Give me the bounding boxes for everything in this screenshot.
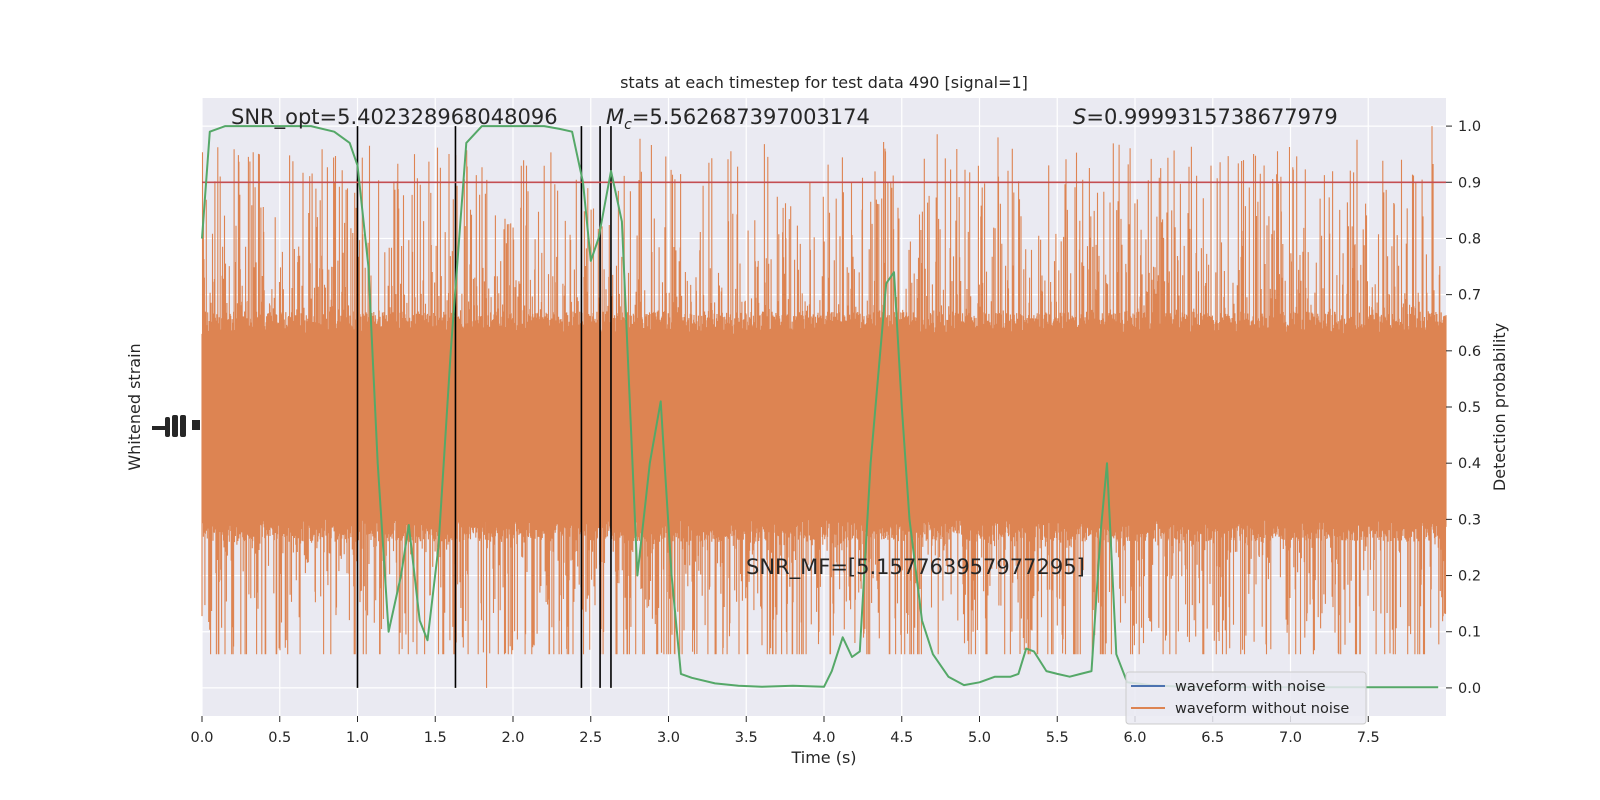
detection-probability-series bbox=[201, 125, 1439, 689]
snr-opt-annotation: SNR_opt=5.402328968048096 bbox=[231, 105, 558, 130]
x-tick-label: 0.0 bbox=[190, 730, 213, 746]
right-tick-label: 0.8 bbox=[1458, 231, 1481, 247]
waveform-without-noise-core bbox=[202, 350, 1446, 503]
x-tick-label: 7.0 bbox=[1279, 730, 1302, 746]
right-tick-label: 0.7 bbox=[1458, 288, 1481, 304]
right-tick-label: 0.5 bbox=[1458, 400, 1481, 416]
x-axis-label: Time (s) bbox=[790, 748, 856, 767]
x-tick-label: 5.5 bbox=[1046, 730, 1069, 746]
detection-probability-line bbox=[201, 125, 1439, 689]
right-tick-label: 0.2 bbox=[1458, 569, 1481, 585]
legend-box bbox=[1125, 671, 1367, 725]
x-tick-label: 2.5 bbox=[579, 730, 602, 746]
x-tick-label: 4.5 bbox=[890, 730, 913, 746]
x-tick-label: 3.0 bbox=[657, 730, 680, 746]
x-tick-label: 7.5 bbox=[1357, 730, 1380, 746]
legend-label-without-noise: waveform without noise bbox=[1175, 701, 1349, 717]
right-y-axis: 0.0 0.1 0.2 0.3 0.4 0.5 0.6 0.7 0.8 0.9 1.0 bbox=[1446, 119, 1481, 697]
x-tick-label: 3.5 bbox=[735, 730, 758, 746]
waveform-without-noise-series bbox=[201, 126, 1447, 688]
x-tick-label: 5.0 bbox=[968, 730, 991, 746]
x-tick-label: 6.5 bbox=[1201, 730, 1224, 746]
chirp-mass-annotation: Mc=5.562687397003174 bbox=[606, 105, 870, 133]
right-y-axis-label: Detection probability bbox=[1490, 323, 1509, 491]
legend-label-with-noise: waveform with noise bbox=[1175, 679, 1326, 695]
snr-mf-annotation: SNR_MF=[5.157763957977295] bbox=[746, 555, 1085, 580]
x-tick-label: 1.0 bbox=[346, 730, 369, 746]
right-tick-label: 0.9 bbox=[1458, 175, 1481, 191]
x-tick-label: 1.5 bbox=[424, 730, 447, 746]
x-tick-label: 2.0 bbox=[501, 730, 524, 746]
merger-markers bbox=[356, 126, 612, 688]
right-tick-label: 1.0 bbox=[1458, 119, 1481, 135]
x-tick-label: 6.0 bbox=[1123, 730, 1146, 746]
s-statistic-annotation: S=0.9999315738677979 bbox=[1073, 105, 1338, 129]
right-tick-label: 0.0 bbox=[1458, 681, 1481, 697]
right-tick-label: 0.1 bbox=[1458, 625, 1481, 641]
right-tick-label: 0.3 bbox=[1458, 512, 1481, 528]
x-tick-label: 0.5 bbox=[268, 730, 291, 746]
left-tick-stub bbox=[152, 415, 200, 437]
x-axis: 0.0 0.5 1.0 1.5 2.0 2.5 3.0 3.5 4.0 4.5 5.0 5.5 6.0 6… bbox=[190, 716, 1380, 746]
right-tick-label: 0.4 bbox=[1458, 456, 1481, 472]
chart-title: stats at each timestep for test data 490… bbox=[620, 73, 1028, 92]
left-y-axis-label: Whitened strain bbox=[125, 343, 144, 470]
right-tick-label: 0.6 bbox=[1458, 344, 1481, 360]
legend: waveform with noise waveform without noi… bbox=[1125, 671, 1367, 725]
x-tick-label: 4.0 bbox=[812, 730, 835, 746]
